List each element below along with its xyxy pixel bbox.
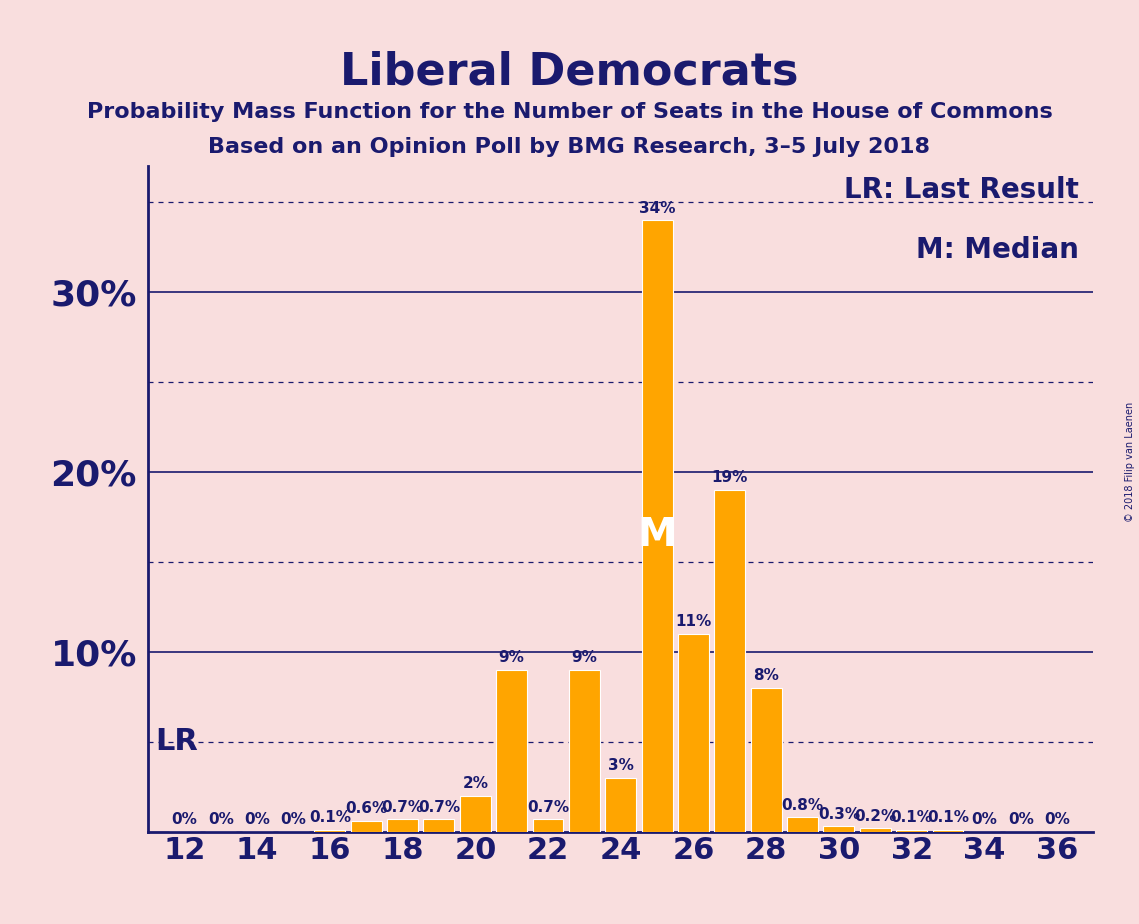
Bar: [460, 796, 491, 832]
Text: M: M: [638, 516, 677, 553]
Text: Liberal Democrats: Liberal Democrats: [341, 51, 798, 94]
Text: 9%: 9%: [572, 650, 597, 665]
Text: 0.3%: 0.3%: [818, 807, 860, 821]
Text: 0%: 0%: [972, 812, 998, 827]
Bar: [896, 830, 927, 832]
Bar: [314, 830, 345, 832]
Text: 0%: 0%: [1044, 812, 1070, 827]
Text: 34%: 34%: [639, 201, 675, 216]
Bar: [714, 490, 745, 832]
Bar: [570, 670, 600, 832]
Text: 0.6%: 0.6%: [345, 801, 387, 816]
Text: 0.7%: 0.7%: [382, 799, 424, 815]
Text: 0%: 0%: [1008, 812, 1034, 827]
Text: 0.7%: 0.7%: [418, 799, 460, 815]
Text: 11%: 11%: [675, 614, 712, 629]
Bar: [823, 826, 854, 832]
Text: Based on an Opinion Poll by BMG Research, 3–5 July 2018: Based on an Opinion Poll by BMG Research…: [208, 137, 931, 157]
Bar: [533, 819, 564, 832]
Text: 3%: 3%: [608, 759, 633, 773]
Bar: [351, 821, 382, 832]
Text: 2%: 2%: [462, 776, 489, 791]
Text: LR: LR: [155, 727, 198, 756]
Bar: [751, 687, 781, 832]
Bar: [497, 670, 527, 832]
Bar: [641, 220, 672, 832]
Bar: [933, 830, 964, 832]
Text: 0.1%: 0.1%: [309, 810, 351, 825]
Text: 0%: 0%: [207, 812, 233, 827]
Text: 0.8%: 0.8%: [781, 797, 823, 813]
Text: LR: Last Result: LR: Last Result: [844, 176, 1080, 204]
Text: © 2018 Filip van Laenen: © 2018 Filip van Laenen: [1125, 402, 1134, 522]
Text: Probability Mass Function for the Number of Seats in the House of Commons: Probability Mass Function for the Number…: [87, 102, 1052, 122]
Bar: [860, 828, 891, 832]
Text: 9%: 9%: [499, 650, 525, 665]
Text: 19%: 19%: [712, 470, 748, 485]
Text: 0%: 0%: [244, 812, 270, 827]
Text: 0.7%: 0.7%: [527, 799, 570, 815]
Text: M: Median: M: Median: [917, 237, 1080, 264]
Text: 0.1%: 0.1%: [891, 810, 933, 825]
Text: 0%: 0%: [172, 812, 197, 827]
Bar: [605, 778, 637, 832]
Bar: [678, 634, 708, 832]
Text: 0%: 0%: [280, 812, 306, 827]
Text: 0.2%: 0.2%: [854, 808, 896, 823]
Bar: [787, 817, 818, 832]
Text: 0.1%: 0.1%: [927, 810, 969, 825]
Bar: [424, 819, 454, 832]
Bar: [387, 819, 418, 832]
Text: 8%: 8%: [753, 668, 779, 683]
